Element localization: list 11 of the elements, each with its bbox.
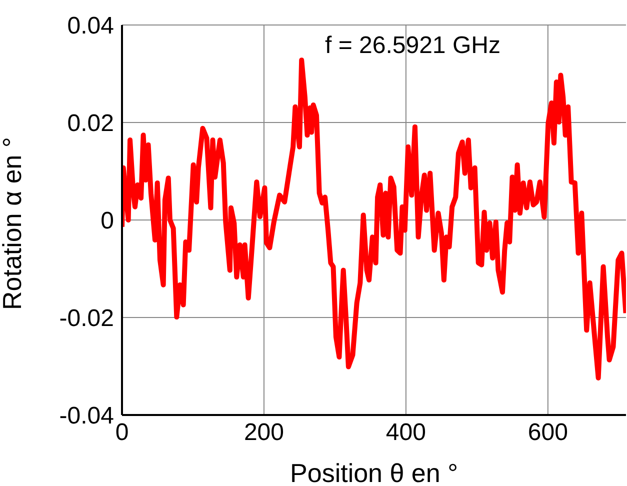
x-tick-label: 600 <box>528 419 568 446</box>
x-axis-title: Position θ en ° <box>290 458 458 486</box>
annotation: f = 26.5921 GHz <box>325 32 500 60</box>
y-tick-label: -0.02 <box>59 305 114 332</box>
y-axis-title: Rotation α en ° <box>0 137 28 310</box>
y-tick-label: 0 <box>100 208 114 235</box>
x-tick-label: 200 <box>244 419 284 446</box>
y-tick-label: 0.02 <box>67 110 114 138</box>
y-tick-label: 0.04 <box>67 12 114 40</box>
y-tick-label: -0.04 <box>59 402 114 430</box>
x-tick-label: 400 <box>386 419 426 446</box>
